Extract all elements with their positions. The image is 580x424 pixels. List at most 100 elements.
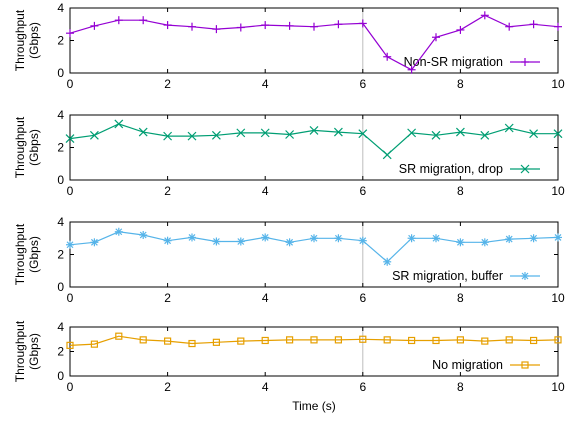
data-point xyxy=(260,128,270,138)
marker-stroke xyxy=(455,127,465,137)
marker-stroke xyxy=(114,119,124,129)
data-point xyxy=(529,234,538,243)
data-point xyxy=(529,20,538,29)
data-point xyxy=(505,235,514,244)
marker-stroke xyxy=(407,128,417,138)
marker-stroke xyxy=(236,128,246,138)
marker-stroke xyxy=(164,337,172,345)
marker-stroke xyxy=(187,131,197,141)
x-tick-label: 4 xyxy=(262,77,269,91)
legend-label: No migration xyxy=(432,358,503,372)
data-point xyxy=(163,131,173,141)
marker-stroke xyxy=(431,130,441,140)
marker-stroke xyxy=(480,130,490,140)
data-point xyxy=(90,340,99,348)
data-point xyxy=(114,119,124,129)
x-tick-label: 4 xyxy=(262,291,269,305)
marker-stroke xyxy=(309,126,319,135)
marker-stroke xyxy=(529,336,538,345)
marker-stroke xyxy=(286,336,294,344)
legend-label: Non-SR migration xyxy=(404,55,503,69)
marker-stroke xyxy=(456,238,464,246)
data-point xyxy=(139,231,148,239)
marker-stroke xyxy=(237,337,245,345)
x-tick-label: 6 xyxy=(359,291,366,305)
series-line xyxy=(69,335,559,346)
x-tick-label: 6 xyxy=(359,380,366,394)
data-point xyxy=(163,21,172,30)
data-point xyxy=(407,65,416,74)
marker-stroke xyxy=(408,336,416,345)
data-point xyxy=(554,336,562,344)
data-point xyxy=(358,129,368,139)
data-point xyxy=(212,25,221,34)
x-tick-label: 8 xyxy=(457,380,464,394)
data-point xyxy=(480,11,489,20)
marker-stroke xyxy=(188,339,196,348)
data-point xyxy=(480,130,490,140)
marker-stroke xyxy=(66,241,74,249)
marker-stroke xyxy=(65,134,75,143)
marker-stroke xyxy=(481,337,489,345)
data-point xyxy=(529,129,539,139)
x-tick-label: 4 xyxy=(262,380,269,394)
marker-stroke xyxy=(310,336,318,344)
data-point xyxy=(261,21,270,30)
y-tick-label: 0 xyxy=(57,173,64,187)
marker-stroke xyxy=(334,234,342,242)
marker-stroke xyxy=(90,340,99,348)
data-point xyxy=(310,22,318,31)
data-point xyxy=(554,22,562,31)
data-point xyxy=(212,237,221,246)
y-tick-label: 4 xyxy=(57,215,64,229)
legend-marker xyxy=(521,58,529,66)
data-point xyxy=(188,233,196,242)
marker-stroke xyxy=(505,235,513,243)
marker-stroke xyxy=(408,234,416,242)
data-point xyxy=(90,238,99,247)
marker-stroke xyxy=(456,336,464,344)
x-tick-label: 2 xyxy=(164,380,171,394)
marker-stroke xyxy=(260,128,270,138)
data-point xyxy=(66,29,74,38)
data-point xyxy=(89,130,99,140)
y-tick-label: 4 xyxy=(57,1,64,15)
data-point xyxy=(334,234,343,243)
x-tick-label: 2 xyxy=(164,184,171,198)
marker-stroke xyxy=(90,238,98,246)
data-point xyxy=(237,337,245,345)
data-point xyxy=(481,337,489,345)
data-point xyxy=(138,127,148,137)
y-axis-label: Throughput(Gbps) xyxy=(13,223,41,285)
data-point xyxy=(431,130,441,140)
x-tick-label: 8 xyxy=(457,184,464,198)
x-tick-label: 8 xyxy=(457,291,464,305)
data-point xyxy=(66,341,74,349)
y-axis-label: Throughput(Gbps) xyxy=(13,116,41,178)
x-tick-label: 2 xyxy=(164,77,171,91)
x-tick-label: 10 xyxy=(551,77,565,91)
marker-stroke xyxy=(163,131,173,141)
data-point xyxy=(334,336,342,344)
data-point xyxy=(432,33,440,42)
x-tick-label: 10 xyxy=(551,184,565,198)
marker-stroke xyxy=(285,130,295,139)
legend-marker xyxy=(521,272,529,280)
data-point xyxy=(139,336,147,344)
x-axis-label: Time (s) xyxy=(292,399,336,413)
marker-stroke xyxy=(383,258,391,266)
y-tick-label: 0 xyxy=(57,66,64,80)
marker-stroke xyxy=(115,228,123,236)
marker-stroke xyxy=(554,234,562,241)
marker-stroke xyxy=(286,238,294,246)
data-point xyxy=(90,21,99,30)
data-point xyxy=(139,16,148,25)
marker-stroke xyxy=(432,336,440,345)
chart-panel-2: 0 2 4 6 8 10 0 2 4 Throughput(Gbps) SR migration, … xyxy=(13,108,565,198)
data-point xyxy=(383,336,391,344)
data-point xyxy=(456,336,464,344)
chart-panel-3: 0 2 4 6 8 10 0 2 4 Throughput(Gbps) SR migration, … xyxy=(13,215,565,305)
data-point xyxy=(505,336,513,344)
data-point xyxy=(334,20,343,29)
marker-stroke xyxy=(333,127,343,137)
